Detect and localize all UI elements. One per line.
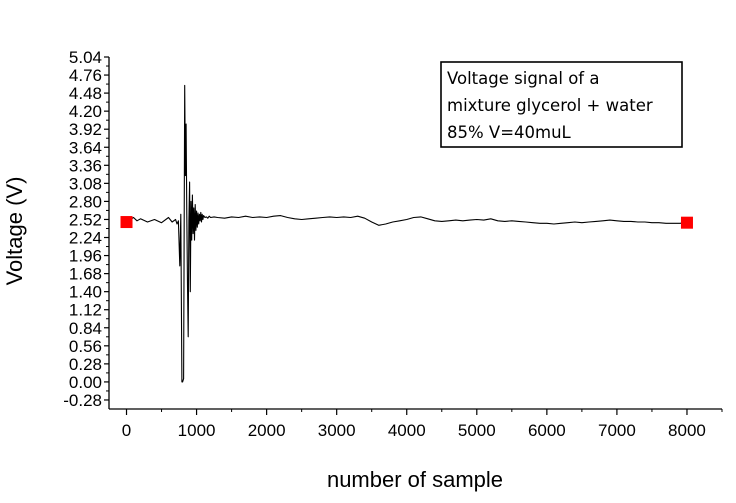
endpoint-marker	[120, 216, 133, 229]
annotation-box: Voltage signal of a mixture glycerol + w…	[440, 61, 683, 148]
y-tick-label: 1.12	[69, 301, 102, 320]
annotation-line: mixture glycerol + water	[447, 96, 653, 115]
y-tick-label: 1.96	[69, 247, 102, 266]
y-tick-label: 1.40	[69, 283, 102, 302]
x-tick-label: 7000	[598, 421, 636, 440]
x-tick-label: 8000	[668, 421, 706, 440]
x-tick-label: 4000	[388, 421, 426, 440]
x-tick-label: 6000	[528, 421, 566, 440]
plot-area	[120, 84, 693, 383]
y-tick-label: 3.64	[69, 138, 102, 157]
voltage-signal-line	[126, 84, 688, 383]
x-axis-title: number of sample	[327, 467, 503, 492]
y-tick-label: 2.80	[69, 192, 102, 211]
y-tick-label: 2.24	[69, 229, 102, 248]
y-tick-label: 5.04	[69, 48, 102, 67]
y-tick-label: 2.52	[69, 210, 102, 229]
endpoint-marker	[680, 216, 693, 229]
axes: -0.280.000.280.560.841.121.401.681.962.2…	[63, 48, 723, 440]
x-tick-label: 0	[122, 421, 131, 440]
y-tick-label: 0.28	[69, 355, 102, 374]
y-tick-label: 1.68	[69, 265, 102, 284]
x-tick-label: 3000	[318, 421, 356, 440]
x-tick-label: 1000	[178, 421, 216, 440]
y-tick-label: 0.56	[69, 337, 102, 356]
annotation-line: 85% V=40muL	[447, 123, 572, 142]
y-tick-label: -0.28	[63, 391, 102, 410]
y-tick-label: 0.84	[69, 319, 102, 338]
annotation-line: Voltage signal of a	[447, 69, 599, 88]
x-tick-label: 2000	[248, 421, 286, 440]
y-tick-label: 3.36	[69, 156, 102, 175]
y-tick-label: 0.00	[69, 373, 102, 392]
y-tick-label: 4.76	[69, 66, 102, 85]
y-tick-label: 4.48	[69, 84, 102, 103]
y-tick-label: 3.92	[69, 120, 102, 139]
y-axis-title: Voltage (V)	[2, 177, 27, 286]
x-tick-label: 5000	[458, 421, 496, 440]
y-tick-label: 4.20	[69, 102, 102, 121]
y-tick-label: 3.08	[69, 174, 102, 193]
annotation-frame	[440, 61, 683, 148]
